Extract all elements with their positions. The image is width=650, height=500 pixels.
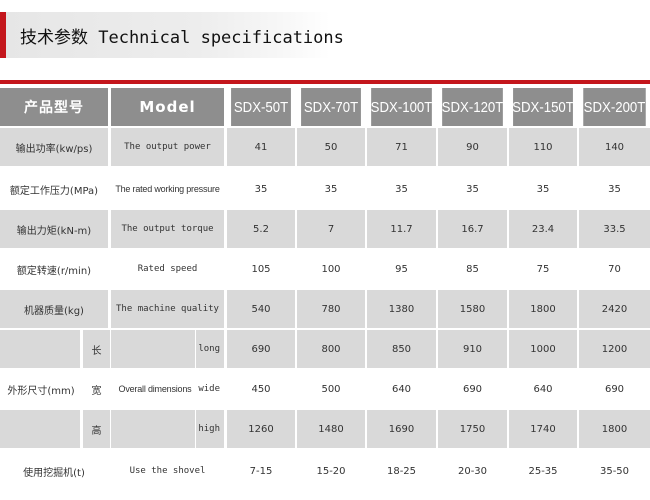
table-cell: 90 (438, 128, 507, 166)
header-product-model-zh: 产品型号 (0, 88, 108, 126)
table-cell: 41 (227, 128, 295, 166)
table-cell: 11.7 (367, 210, 436, 248)
table-cell: 450 (251, 383, 271, 395)
table-cell: 23.4 (509, 210, 577, 248)
row-label-zh: 使用挖掘机(t) (23, 467, 85, 479)
header-model-4: SDX-120T (442, 88, 503, 126)
table-cell: 850 (367, 330, 436, 368)
header-model-1: SDX-50T (231, 88, 291, 126)
header-model-6: SDX-200T (583, 88, 646, 126)
table-cell: 1800 (579, 410, 650, 448)
table-cell: 140 (579, 128, 650, 166)
table-cell: 540 (227, 290, 295, 328)
table-cell: 20-30 (457, 465, 488, 477)
table-cell: 35 (395, 183, 408, 195)
table-cell: 1000 (509, 330, 577, 368)
title-accent-bar (0, 12, 6, 58)
row-label-en: The machine quality (111, 290, 224, 328)
table-cell: 7 (297, 210, 365, 248)
table-cell: 33.5 (579, 210, 650, 248)
dim-bg-bottom (0, 410, 80, 448)
row-label-en: The rated working pressure (115, 184, 220, 194)
table-cell: 35 (536, 183, 550, 195)
table-cell: 105 (251, 263, 271, 275)
table-cell: 85 (466, 263, 479, 275)
table-cell: 690 (604, 383, 625, 395)
table-cell: 690 (462, 383, 483, 395)
row-label-zh: 额定转速(r/min) (16, 265, 92, 277)
table-cell: 1200 (579, 330, 650, 368)
row-label-en: Rated speed (137, 264, 198, 274)
row-label-en: The output torque (111, 210, 224, 248)
table-cell: 1800 (509, 290, 577, 328)
table-cell: 5.2 (227, 210, 295, 248)
table-cell: 910 (438, 330, 507, 368)
table-cell: 95 (395, 263, 408, 275)
dim-sub-label-zh: 高 (83, 410, 110, 448)
table-cell: 7-15 (249, 465, 273, 477)
section-title-bar: 技术参数 Technical specifications (0, 12, 344, 58)
row-label-en: The output power (111, 128, 224, 166)
table-cell: 2420 (579, 290, 650, 328)
header-model-3: SDX-100T (371, 88, 432, 126)
table-cell: 35 (324, 183, 338, 195)
row-label-en: Use the shovel (129, 466, 206, 476)
dim-label-zh: 外形尺寸(mm) (7, 385, 75, 397)
table-cell: 640 (533, 383, 553, 395)
dim-bg-top (0, 330, 80, 368)
table-cell: 70 (608, 263, 621, 275)
header-model-5: SDX-150T (513, 88, 573, 126)
table-cell: 1260 (227, 410, 295, 448)
dim-en-bg-bottom (111, 410, 195, 448)
row-label-zh: 输出力矩(kN-m) (0, 210, 108, 248)
table-cell: 640 (391, 383, 412, 395)
table-cell: 35 (254, 183, 268, 195)
table-cell: 1380 (367, 290, 436, 328)
table-cell: 50 (297, 128, 365, 166)
row-label-zh: 机器质量(kg) (0, 290, 108, 328)
table-cell: 18-25 (386, 465, 417, 477)
table-cell: 16.7 (438, 210, 507, 248)
row-label-zh: 额定工作压力(MPa) (9, 185, 99, 197)
red-divider (0, 80, 650, 84)
table-cell: 110 (509, 128, 577, 166)
dim-sub-label-en: long (196, 330, 224, 368)
table-cell: 690 (227, 330, 295, 368)
table-cell: 1740 (509, 410, 577, 448)
table-cell: 35 (466, 183, 479, 195)
table-cell: 1580 (438, 290, 507, 328)
table-cell: 15-20 (316, 465, 346, 477)
table-cell: 1690 (367, 410, 436, 448)
header-model-2: SDX-70T (301, 88, 361, 126)
section-title: 技术参数 Technical specifications (20, 28, 344, 48)
dim-sub-label-en: high (196, 410, 224, 448)
dim-en-bg-top (111, 330, 195, 368)
table-cell: 780 (297, 290, 365, 328)
row-label-zh: 输出功率(kw/ps) (0, 128, 108, 166)
table-cell: 1480 (297, 410, 365, 448)
table-cell: 35 (608, 183, 621, 195)
header-model-en: Model (111, 88, 224, 126)
table-cell: 800 (297, 330, 365, 368)
table-cell: 71 (367, 128, 436, 166)
table-cell: 35-50 (599, 465, 630, 477)
dim-sub-label-zh: 长 (83, 330, 110, 368)
table-cell: 500 (321, 383, 341, 395)
dim-sub-label-en: wide (198, 384, 220, 394)
dim-label-en: Overall dimensions (118, 384, 192, 394)
table-cell: 25-35 (528, 465, 558, 477)
dim-sub-label-zh: 宽 (91, 385, 102, 397)
table-cell: 1750 (438, 410, 507, 448)
table-cell: 100 (321, 263, 341, 275)
table-cell: 75 (536, 263, 550, 275)
